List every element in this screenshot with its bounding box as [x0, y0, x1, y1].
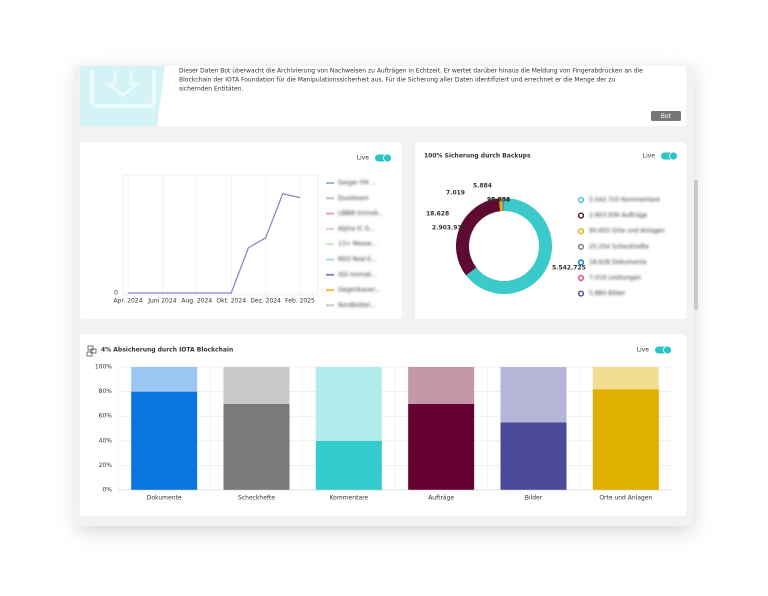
legend-swatch	[577, 212, 585, 219]
x-tick-label: Okt. 2024	[216, 298, 246, 305]
bot-card	[80, 66, 686, 126]
bar-segment	[408, 403, 475, 490]
x-tick-label: Aug. 2024	[181, 298, 212, 305]
bar-segment	[408, 367, 475, 404]
legend-label: 18.628 Dokumente	[589, 259, 647, 266]
legend-label: 90.603 Orte und Anlagen	[589, 228, 665, 235]
legend-label: LBBW Immob...	[338, 210, 384, 217]
plot-frame	[122, 174, 319, 296]
legend-label: Geiger FM ...	[338, 180, 376, 187]
donut-value-label: 2.903.936	[432, 225, 466, 232]
download-arrow	[103, 70, 143, 97]
donut-slice	[456, 198, 501, 276]
y-tick-label: 80%	[99, 388, 113, 395]
legend-label: 5.884 Bilder	[589, 290, 626, 297]
donut-slice	[502, 198, 504, 212]
legend-swatch	[577, 274, 585, 282]
bot-button-label[interactable]: Bot	[661, 113, 672, 120]
y-tick-label: 20%	[99, 462, 113, 469]
legend-label: Nordbüttel...	[338, 302, 376, 309]
donut-value-label: 25.254	[487, 197, 510, 204]
y-tick-label: 60%	[99, 413, 113, 420]
y-tick-label: 0	[114, 290, 118, 297]
scrollbar	[694, 180, 698, 310]
legend-swatch	[577, 259, 585, 266]
bar-segment	[500, 367, 567, 423]
bar-segment	[315, 367, 382, 441]
bar-segment	[223, 403, 290, 490]
legend-label: 7.019 Leistungen	[589, 275, 641, 282]
bar-segment	[131, 367, 198, 392]
chain-icon	[86, 345, 97, 357]
legend-swatch	[577, 228, 585, 235]
bar-segment	[131, 391, 198, 490]
line-series	[128, 192, 301, 294]
bar-segment	[223, 367, 290, 404]
donut-value-label: 7.019	[446, 190, 465, 197]
x-tick-label: Dokumente	[147, 495, 182, 502]
description-line: Blockchain der IOTA Foundation für die M…	[179, 77, 615, 84]
donut-slice	[466, 198, 552, 294]
live-label: Live	[357, 155, 370, 162]
legend-label: Gegenbauer...	[338, 287, 380, 294]
bar-segment	[500, 422, 567, 490]
legend-label: ISD Immob...	[338, 271, 377, 278]
donut-value-label: 90.603	[487, 197, 510, 204]
x-tick-label: Aufträge	[428, 495, 454, 502]
legend-label: RED Real E...	[338, 256, 377, 263]
x-tick-label: Orte und Anlagen	[599, 495, 652, 502]
donut-slice	[502, 198, 504, 212]
bar-segment	[592, 389, 659, 490]
legend-label: 5.542.725 Kommentare	[589, 197, 660, 204]
live-label: Live	[643, 153, 656, 160]
donut-slice	[498, 198, 503, 212]
bar-segment	[315, 440, 382, 490]
x-tick-label: Scheckhefte	[238, 495, 275, 502]
legend-label: Alpha IC G...	[338, 225, 375, 232]
donut-title: 100% Sicherung durch Backups	[424, 153, 531, 160]
x-tick-label: Apr. 2024	[114, 298, 143, 305]
description-line: sichernden Entitäten.	[179, 86, 243, 93]
y-tick-label: 40%	[99, 437, 113, 444]
legend-label: 2.903.936 Aufträge	[589, 212, 648, 219]
x-tick-label: Bilder	[525, 495, 543, 502]
x-tick-label: Dez. 2024	[250, 298, 281, 305]
legend-label: 13+ Messe...	[338, 241, 377, 248]
donut-value-label: 5.884	[473, 183, 492, 190]
live-label: Live	[637, 347, 650, 354]
bot-icon	[90, 70, 156, 108]
legend-swatch	[577, 243, 585, 250]
bar-title: 4% Absicherung durch IOTA Blockchain	[101, 347, 233, 354]
live-toggle-knob	[669, 151, 678, 161]
y-tick-label: 0%	[102, 487, 112, 494]
legend-label: Duosteam	[338, 195, 369, 202]
bar-segment	[592, 367, 659, 390]
description-line: Dieser Daten Bot überwacht die Archivier…	[179, 68, 643, 75]
bot-button[interactable]	[651, 111, 681, 121]
y-tick-label: 100%	[95, 364, 112, 371]
x-tick-label: Feb. 2025	[285, 298, 315, 305]
legend-label: 25.254 Scheckhefte	[589, 243, 649, 250]
x-tick-label: Kommentare	[330, 495, 369, 502]
legend-swatch	[577, 196, 585, 204]
x-tick-label: Juni 2024	[147, 298, 176, 305]
line-card	[80, 142, 402, 319]
live-toggle-knob	[383, 153, 392, 163]
donut-value-label: 5.542.725	[552, 265, 586, 272]
donut-value-label: 18.628	[426, 211, 449, 218]
live-toggle-knob	[663, 345, 672, 355]
legend-swatch	[577, 290, 585, 297]
